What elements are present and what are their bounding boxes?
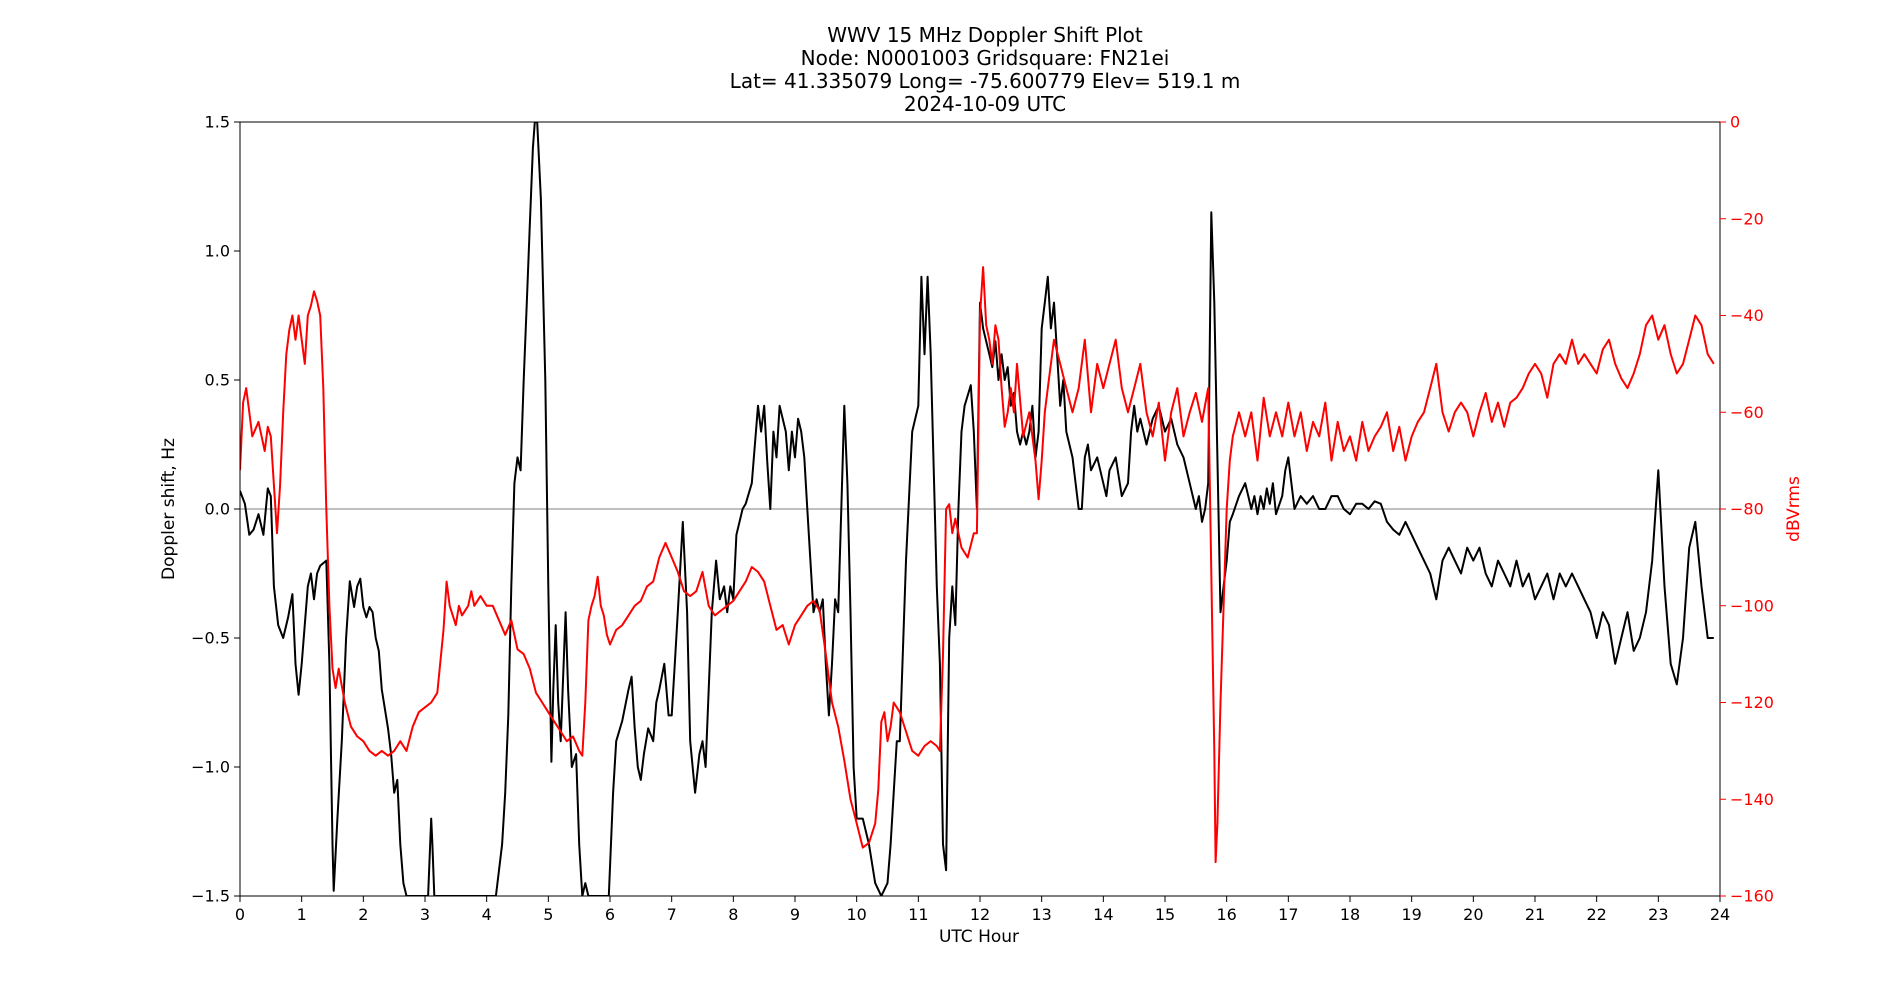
- x-tick-label: 19: [1401, 905, 1421, 924]
- chart-title: WWV 15 MHz Doppler Shift Plot Node: N000…: [730, 23, 1241, 116]
- y-right-tick-label: −20: [1730, 209, 1764, 228]
- x-tick-label: 5: [543, 905, 553, 924]
- x-tick-label: 1: [297, 905, 307, 924]
- x-tick-label: 6: [605, 905, 615, 924]
- y-axis-left-label: Doppler shift, Hz: [159, 438, 179, 580]
- x-tick-label: 16: [1216, 905, 1236, 924]
- title-line-1: WWV 15 MHz Doppler Shift Plot: [827, 23, 1143, 47]
- x-tick-label: 10: [846, 905, 866, 924]
- x-axis: 0 1 2 3 4 5 6 7 8 9 10 11 12 13 14 15 16 17 18 19 20 21 22 23 24: [235, 896, 1730, 924]
- y-right-tick-label: −160: [1730, 887, 1774, 906]
- y-left-tick-label: −1.5: [191, 887, 230, 906]
- x-tick-label: 15: [1155, 905, 1175, 924]
- x-tick-label: 21: [1525, 905, 1545, 924]
- signal-power-line: [240, 266, 1715, 864]
- title-line-4: 2024-10-09 UTC: [904, 92, 1066, 116]
- x-tick-label: 9: [790, 905, 800, 924]
- x-tick-label: 22: [1586, 905, 1606, 924]
- y-left-tick-label: −0.5: [191, 629, 230, 648]
- x-tick-label: 24: [1710, 905, 1730, 924]
- y-right-tick-label: −40: [1730, 306, 1764, 325]
- y-axis-right-label: dBVrms: [1784, 476, 1804, 542]
- y-left-tick-label: 1.0: [205, 242, 230, 261]
- x-tick-label: 8: [728, 905, 738, 924]
- x-tick-label: 18: [1340, 905, 1360, 924]
- y-left-tick-label: 0.5: [205, 371, 230, 390]
- x-tick-label: 14: [1093, 905, 1113, 924]
- x-tick-label: 11: [908, 905, 928, 924]
- x-tick-label: 23: [1648, 905, 1668, 924]
- x-tick-label: 0: [235, 905, 245, 924]
- x-axis-label: UTC Hour: [939, 927, 1019, 947]
- doppler-shift-line: [240, 122, 1714, 896]
- y-right-tick-label: −60: [1730, 403, 1764, 422]
- x-tick-label: 4: [482, 905, 492, 924]
- x-tick-label: 2: [358, 905, 368, 924]
- y-right-tick-label: −80: [1730, 500, 1764, 519]
- x-tick-label: 20: [1463, 905, 1483, 924]
- x-tick-label: 13: [1031, 905, 1051, 924]
- x-tick-label: 17: [1278, 905, 1298, 924]
- y-axis-right: 0 −20 −40 −60 −80 −100 −120 −140 −160: [1720, 113, 1774, 906]
- x-tick-label: 7: [667, 905, 677, 924]
- y-axis-left: 1.5 1.0 0.5 0.0 −0.5 −1.0 −1.5: [191, 113, 240, 906]
- y-right-tick-label: −120: [1730, 693, 1774, 712]
- y-right-tick-label: −100: [1730, 596, 1774, 615]
- x-tick-label: 3: [420, 905, 430, 924]
- y-right-tick-label: −140: [1730, 790, 1774, 809]
- y-left-tick-label: 1.5: [205, 113, 230, 132]
- power-series-group: [240, 266, 1715, 864]
- doppler-series-group: [240, 122, 1714, 896]
- title-line-2: Node: N0001003 Gridsquare: FN21ei: [801, 46, 1170, 70]
- y-left-tick-label: 0.0: [205, 500, 230, 519]
- y-right-tick-label: 0: [1730, 113, 1740, 132]
- x-tick-label: 12: [970, 905, 990, 924]
- y-left-tick-label: −1.0: [191, 758, 230, 777]
- title-line-3: Lat= 41.335079 Long= -75.600779 Elev= 51…: [730, 69, 1241, 93]
